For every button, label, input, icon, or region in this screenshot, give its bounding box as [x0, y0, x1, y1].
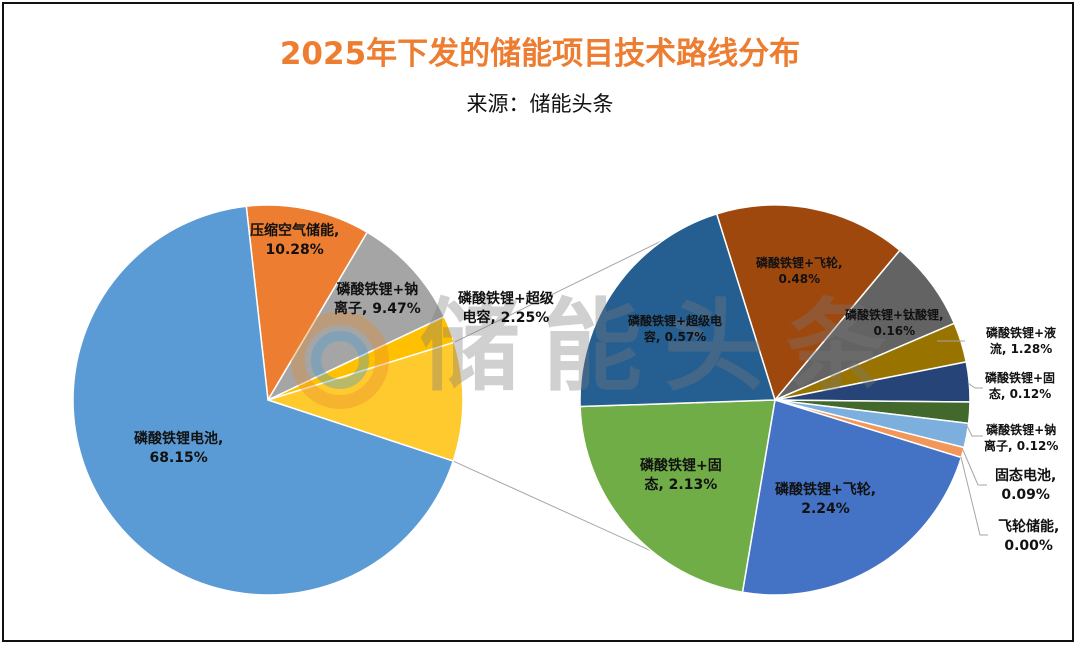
data-label-lfp-sodium: 磷酸铁锂+钠 离子, 9.47% — [334, 282, 421, 317]
data-label-lfp-flywheel-small: 磷酸铁锂+飞轮, 0.48% — [756, 256, 843, 287]
data-label-lfp-flow: 磷酸铁锂+液 流, 1.28% — [986, 326, 1057, 357]
data-label-compressed-air: 压缩空气储能, 10.28% — [250, 223, 340, 258]
data-label-flywheel: 飞轮储能, 0.00% — [998, 519, 1060, 554]
secondary-pie — [579, 204, 971, 596]
pie-slice — [715, 204, 901, 402]
leader-lines — [937, 340, 988, 536]
leader-line — [962, 449, 987, 486]
leader-line — [967, 382, 983, 389]
data-label-lfp-solid-state-large: 磷酸铁锂+固 态, 2.13% — [640, 458, 722, 493]
data-label-lfp-supercap-secondary: 磷酸铁锂+超级电 容, 0.57% — [628, 314, 723, 345]
primary-pie — [72, 204, 464, 596]
data-label-lfp-sodium-secondary: 磷酸铁锂+钠 离子, 0.12% — [984, 423, 1059, 454]
data-label-lfp-supercap: 磷酸铁锂+超级 电容, 2.25% — [458, 291, 554, 326]
pie-slice — [579, 212, 777, 408]
data-label-lfp-solid-state: 磷酸铁锂+固 态, 0.12% — [985, 371, 1056, 402]
pie-slice — [265, 341, 464, 463]
data-label-lfp-battery: 磷酸铁锂电池, 68.15% — [134, 431, 224, 466]
chart-title: 2025年下发的储能项目技术路线分布 — [279, 36, 801, 72]
pie-slice — [72, 205, 455, 596]
data-label-lfp-flywheel: 磷酸铁锂+飞轮, 2.24% — [775, 482, 877, 517]
watermark-logo-icon — [291, 311, 389, 409]
data-label-lfp-lto: 磷酸铁锂+钛酸锂, 0.16% — [845, 308, 944, 339]
pie-slice — [741, 399, 963, 596]
chart-subtitle: 来源：储能头条 — [466, 92, 614, 116]
pie-slice — [579, 399, 776, 594]
leader-line — [965, 423, 983, 437]
leader-line — [960, 456, 988, 536]
pie-slice — [245, 204, 369, 403]
data-label-solid-state-battery: 固态电池, 0.09% — [995, 468, 1057, 503]
pie-slice — [266, 231, 446, 402]
watermark: 储能头条 — [420, 288, 908, 405]
